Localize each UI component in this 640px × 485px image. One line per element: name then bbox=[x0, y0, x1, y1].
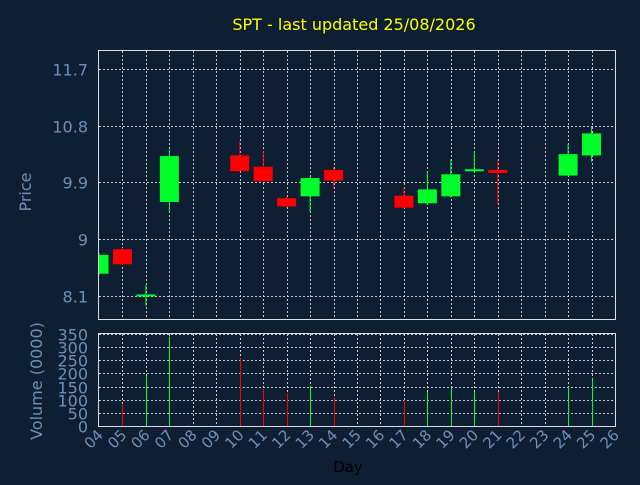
candle-body bbox=[488, 169, 508, 174]
candle bbox=[417, 171, 437, 205]
price-y-tick-labels: 8.1 9 9.9 10.8 11.7 bbox=[52, 61, 88, 307]
candle bbox=[159, 149, 179, 213]
candle-body bbox=[230, 155, 250, 172]
candle-body bbox=[300, 178, 320, 197]
x-tick-label: 13 bbox=[292, 426, 318, 452]
candle bbox=[277, 196, 297, 208]
x-axis-label: Day bbox=[333, 458, 363, 476]
volume-y-tick-label: 350 bbox=[57, 326, 88, 345]
price-plot-frame bbox=[98, 50, 616, 320]
x-tick-label: 20 bbox=[456, 426, 482, 452]
price-panel: 8.1 9 9.9 10.8 11.7 Price bbox=[16, 50, 616, 320]
candle-body bbox=[324, 169, 344, 181]
x-tick-label: 26 bbox=[597, 426, 623, 452]
candle bbox=[230, 141, 250, 172]
volume-axis-label: Volume (0000) bbox=[27, 322, 46, 440]
candle-body bbox=[582, 133, 602, 156]
price-y-tick-label: 11.7 bbox=[52, 61, 88, 80]
x-tick-label: 17 bbox=[386, 426, 412, 452]
candle bbox=[324, 166, 344, 189]
candle-body bbox=[277, 198, 297, 207]
candle bbox=[488, 159, 508, 205]
volume-y-tick-label: 150 bbox=[57, 379, 88, 398]
x-tick-label: 23 bbox=[526, 426, 552, 452]
candle bbox=[300, 176, 320, 213]
x-tick-label: 09 bbox=[198, 426, 224, 452]
volume-grid bbox=[99, 334, 615, 427]
candle bbox=[98, 252, 109, 275]
candle-body bbox=[99, 254, 109, 274]
x-tick-label: 24 bbox=[550, 426, 576, 452]
candle bbox=[112, 247, 132, 266]
price-y-tick-label: 9 bbox=[78, 231, 88, 250]
x-tick-label: 18 bbox=[409, 426, 435, 452]
price-grid bbox=[99, 51, 615, 319]
x-tick-label: 12 bbox=[268, 426, 294, 452]
x-tick-label: 06 bbox=[128, 426, 154, 452]
candle-body bbox=[253, 166, 273, 182]
chart-title: SPT - last updated 25/08/2026 bbox=[232, 15, 475, 34]
candle-body bbox=[464, 169, 484, 172]
volume-y-tick-label: 300 bbox=[57, 339, 88, 358]
price-candles bbox=[98, 126, 602, 306]
candle bbox=[464, 151, 484, 173]
volume-y-tick-label: 50 bbox=[68, 405, 88, 424]
candle bbox=[558, 144, 578, 177]
x-tick-label: 11 bbox=[245, 426, 271, 452]
x-tick-label: 10 bbox=[221, 426, 247, 452]
price-y-tick-label: 10.8 bbox=[52, 118, 88, 137]
candle-body bbox=[136, 294, 156, 297]
volume-y-tick-label: 0 bbox=[78, 418, 88, 437]
volume-plot-frame bbox=[98, 333, 616, 427]
x-tick-labels: 0405060708091011121314151617181920212223… bbox=[81, 426, 623, 452]
volume-y-tick-label: 250 bbox=[57, 352, 88, 371]
x-tick-label: 21 bbox=[479, 426, 505, 452]
candle bbox=[441, 159, 461, 198]
x-tick-label: 19 bbox=[432, 426, 458, 452]
candle bbox=[394, 186, 414, 209]
candle-body bbox=[417, 189, 437, 204]
volume-bars bbox=[122, 336, 593, 426]
x-tick-label: 05 bbox=[104, 426, 130, 452]
price-y-tick-label: 9.9 bbox=[63, 174, 88, 193]
x-tick-label: 07 bbox=[151, 426, 177, 452]
x-tick-label: 16 bbox=[362, 426, 388, 452]
x-tick-label: 08 bbox=[174, 426, 200, 452]
volume-y-tick-label: 200 bbox=[57, 365, 88, 384]
candle bbox=[136, 285, 156, 306]
x-tick-label: 25 bbox=[573, 426, 599, 452]
x-tick-label: 14 bbox=[315, 426, 341, 452]
candle-body bbox=[558, 154, 578, 176]
price-axis-label: Price bbox=[16, 172, 35, 211]
candle-body bbox=[441, 174, 461, 197]
candle-body bbox=[159, 156, 179, 202]
x-tick-label: 22 bbox=[503, 426, 529, 452]
candle bbox=[582, 126, 602, 162]
candle bbox=[253, 151, 273, 182]
price-y-tick-label: 8.1 bbox=[63, 288, 88, 307]
volume-y-tick-label: 100 bbox=[57, 392, 88, 411]
candle-body bbox=[112, 249, 132, 265]
candle-body bbox=[394, 195, 414, 208]
x-tick-label: 15 bbox=[339, 426, 365, 452]
